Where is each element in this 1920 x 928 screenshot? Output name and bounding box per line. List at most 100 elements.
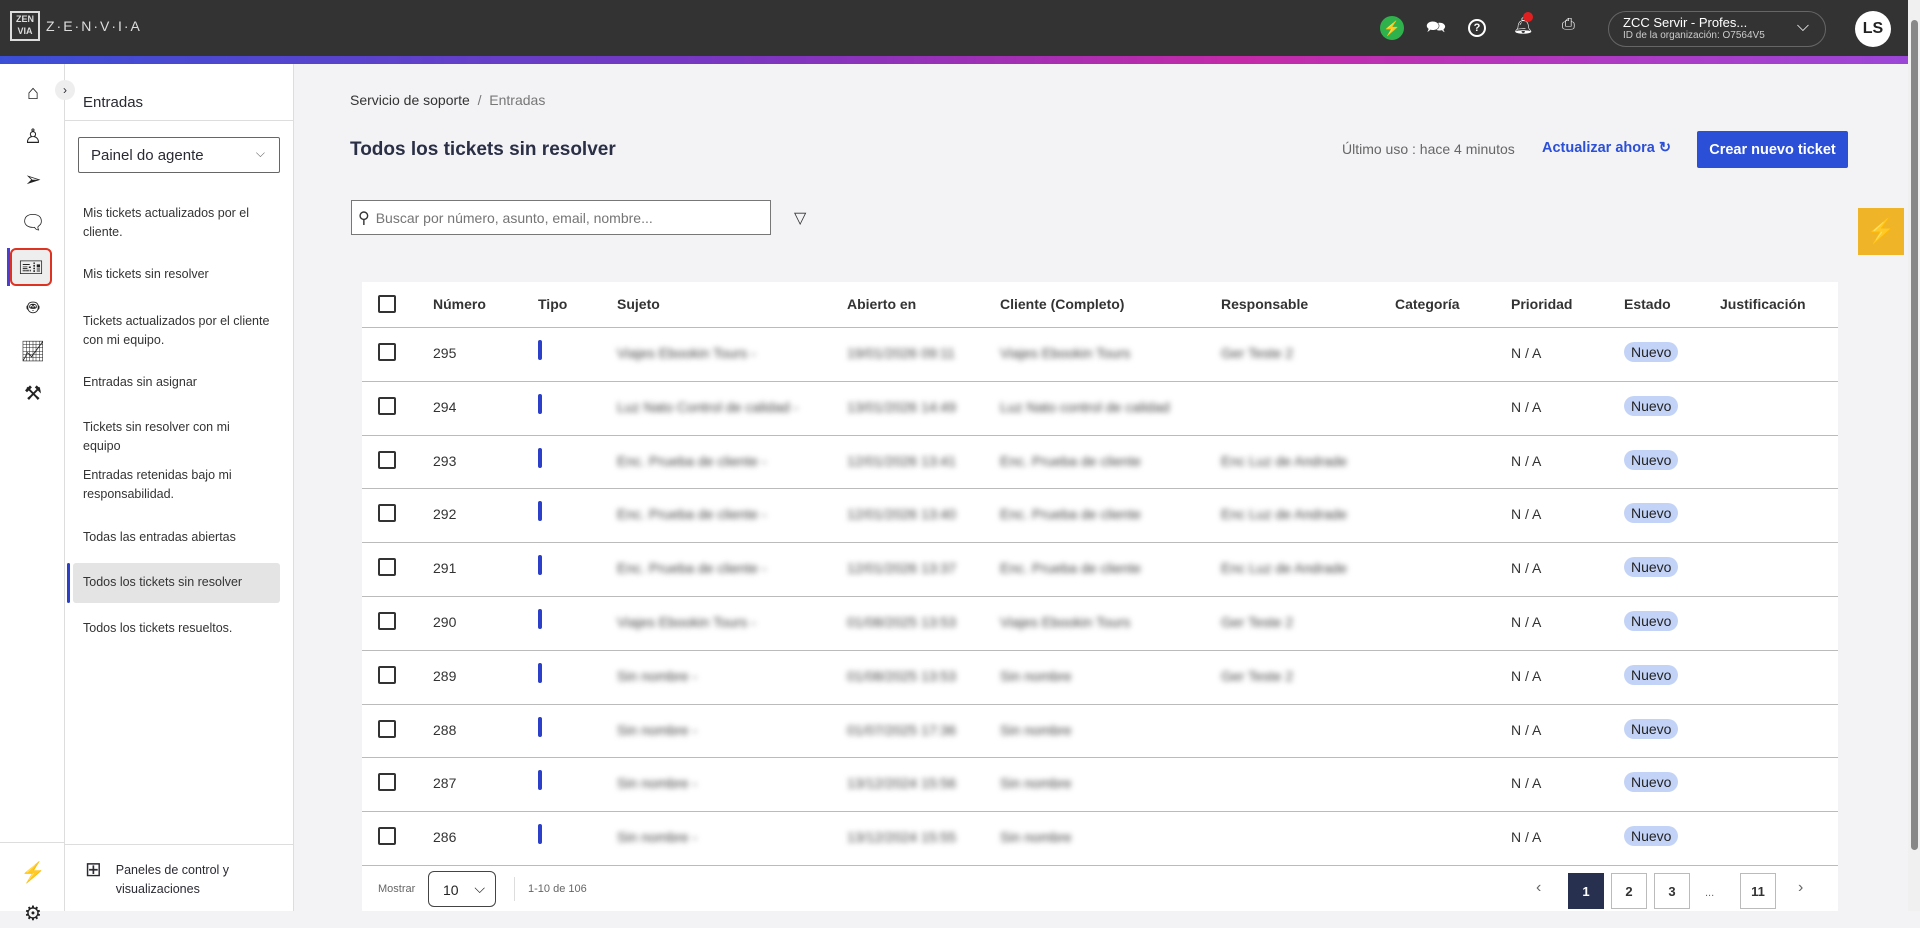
analytics-icon[interactable]: 📈︎: [20, 340, 46, 363]
ticket-number[interactable]: 288: [433, 721, 457, 738]
ticket-number[interactable]: 291: [433, 560, 457, 577]
column-header[interactable]: Categoría: [1395, 296, 1460, 312]
search-input[interactable]: [375, 209, 756, 226]
org-id: ID de la organización: O7564V5: [1623, 30, 1765, 41]
next-page-chevron-icon[interactable]: ›: [1798, 879, 1804, 896]
printer-icon[interactable]: ⎙: [1562, 16, 1575, 33]
help-icon[interactable]: ?: [1468, 19, 1486, 37]
send-icon[interactable]: ➢: [24, 168, 42, 191]
column-header[interactable]: Prioridad: [1511, 296, 1573, 312]
row-checkbox[interactable]: [378, 396, 396, 415]
create-ticket-button[interactable]: Crear nuevo ticket: [1697, 131, 1848, 168]
ticket-subject[interactable]: Sin nombre -: [617, 667, 698, 684]
chat-help-icon[interactable]: 🗪: [1426, 19, 1446, 36]
sidebar-item-active[interactable]: Todos los tickets sin resolver: [67, 563, 280, 603]
ticket-opened-at: 13/01/2026 14:49: [847, 398, 956, 415]
column-header[interactable]: Número: [433, 296, 486, 312]
status-bolt-icon[interactable]: ⚡: [1380, 16, 1404, 40]
filter-icon[interactable]: ▽: [794, 210, 807, 227]
page-size-select[interactable]: 10 ⌵: [428, 871, 496, 907]
avatar[interactable]: LS: [1855, 11, 1891, 47]
ticket-number[interactable]: 293: [433, 452, 457, 469]
ticket-priority: N / A: [1511, 775, 1542, 792]
breadcrumb-item[interactable]: Servicio de soporte: [350, 92, 470, 108]
ticket-subject[interactable]: Enc. Prueba de cliente -: [617, 452, 767, 469]
sidebar-item[interactable]: Todos los tickets resueltos.: [83, 621, 233, 635]
view-select[interactable]: Painel do agente ⌵: [78, 137, 280, 173]
ticket-number[interactable]: 294: [433, 398, 457, 415]
refresh-button[interactable]: Actualizar ahora ↻: [1542, 140, 1671, 156]
page-button[interactable]: 3: [1654, 873, 1690, 909]
column-header[interactable]: Justificación: [1720, 296, 1806, 312]
ticket-number[interactable]: 290: [433, 613, 457, 630]
row-checkbox[interactable]: [378, 719, 396, 738]
bot-icon[interactable]: 🤖︎: [27, 297, 39, 319]
ticket-subject[interactable]: Sin nombre -: [617, 775, 698, 792]
tickets-icon[interactable]: 🎫︎: [10, 248, 52, 286]
prev-page-chevron-icon[interactable]: ‹: [1536, 879, 1542, 896]
ticket-subject[interactable]: Enc. Prueba de cliente -: [617, 506, 767, 523]
ticket-opened-at: 01/08/2025 13:53: [847, 667, 956, 684]
ticket-number[interactable]: 289: [433, 667, 457, 684]
sidebar-item[interactable]: Entradas sin asignar: [83, 375, 197, 389]
status-badge: Nuevo: [1624, 449, 1679, 470]
ticket-type-indicator: [538, 608, 542, 629]
collapse-toggle-chevron-icon[interactable]: ›: [55, 80, 75, 100]
row-divider: [362, 380, 1838, 382]
column-header[interactable]: Cliente (Completo): [1000, 296, 1125, 312]
row-checkbox[interactable]: [378, 827, 396, 846]
column-header[interactable]: Abierto en: [847, 296, 917, 312]
lightning-icon[interactable]: ⚡: [20, 861, 46, 884]
divider: [514, 877, 515, 901]
ticket-subject[interactable]: Sin nombre -: [617, 829, 698, 846]
zenvia-logo-icon[interactable]: ZEN VIA: [10, 11, 40, 41]
home-icon[interactable]: ⌂: [26, 81, 40, 104]
ticket-number[interactable]: 292: [433, 506, 457, 523]
sidebar-item[interactable]: Tickets sin resolver con mi equipo: [83, 420, 230, 453]
page-button[interactable]: 2: [1611, 873, 1647, 909]
ticket-priority: N / A: [1511, 398, 1542, 415]
sidebar-item[interactable]: Tickets actualizados por el cliente con …: [83, 314, 270, 347]
scrollbar-thumb[interactable]: [1911, 20, 1918, 850]
column-header[interactable]: Responsable: [1221, 296, 1309, 312]
row-checkbox[interactable]: [378, 665, 396, 684]
sidebar-item[interactable]: Todas las entradas abiertas: [83, 530, 236, 544]
ticket-subject[interactable]: Luz Nato Control de calidad -: [617, 398, 799, 415]
row-checkbox[interactable]: [378, 450, 396, 469]
column-header[interactable]: Tipo: [538, 296, 568, 312]
settings-icon[interactable]: ⚙: [24, 902, 42, 925]
dashboards-link[interactable]: ⊞ Paneles de control y visualizaciones: [65, 844, 293, 911]
ticket-subject[interactable]: Viajes Ebookin Tours -: [617, 344, 756, 361]
tickets-table: Número Tipo Sujeto Abierto en Cliente (Compl…: [362, 282, 1838, 911]
sidebar-item[interactable]: Entradas retenidas bajo mi responsabilid…: [83, 468, 232, 501]
column-header[interactable]: Sujeto: [617, 296, 660, 312]
row-checkbox[interactable]: [378, 504, 396, 523]
sidebar-item[interactable]: Mis tickets sin resolver: [83, 267, 209, 281]
row-checkbox[interactable]: [378, 773, 396, 792]
bell-icon[interactable]: 🔔︎: [1513, 12, 1533, 36]
ticket-number[interactable]: 287: [433, 775, 457, 792]
page-button[interactable]: 11: [1740, 873, 1776, 909]
ticket-subject[interactable]: Viajes Ebookin Tours -: [617, 613, 756, 630]
select-all-checkbox[interactable]: [378, 295, 396, 313]
ticket-opened-at: 01/07/2025 17:36: [847, 721, 956, 738]
contacts-icon[interactable]: ♙: [24, 125, 42, 148]
scrollbar[interactable]: [1908, 0, 1920, 911]
organization-selector[interactable]: ZCC Servir - Profes... ID de la organiza…: [1608, 11, 1826, 47]
ticket-subject[interactable]: Sin nombre -: [617, 721, 698, 738]
row-checkbox[interactable]: [378, 558, 396, 577]
tools-icon[interactable]: ⚒: [24, 382, 42, 405]
ticket-owner: Enc Luz de Andrade: [1221, 560, 1348, 577]
sidebar-item[interactable]: Mis tickets actualizados por el cliente.: [83, 206, 250, 239]
row-checkbox[interactable]: [378, 342, 396, 361]
row-checkbox[interactable]: [378, 611, 396, 630]
chat-icon[interactable]: 🗨︎: [20, 211, 46, 234]
page-button[interactable]: 1: [1568, 873, 1604, 909]
ticket-opened-at: 01/08/2025 13:53: [847, 613, 956, 630]
quick-actions-bolt-icon[interactable]: ⚡: [1858, 208, 1904, 255]
ticket-subject[interactable]: Enc. Prueba de cliente -: [617, 560, 767, 577]
ticket-number[interactable]: 295: [433, 344, 457, 361]
ticket-type-indicator: [538, 662, 542, 683]
ticket-number[interactable]: 286: [433, 829, 457, 846]
column-header[interactable]: Estado: [1624, 296, 1671, 312]
